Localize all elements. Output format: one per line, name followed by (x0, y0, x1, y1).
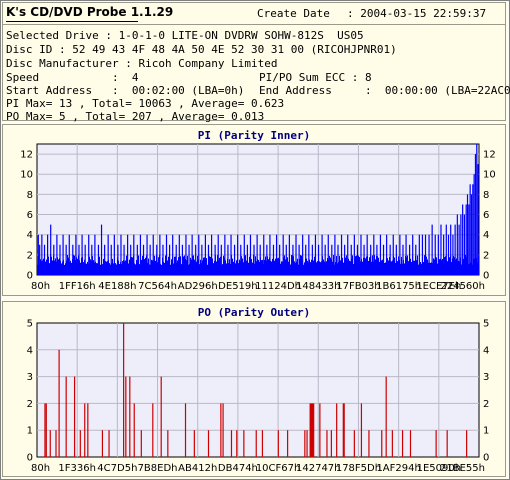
po-x-tick: AB412h (178, 463, 217, 474)
po-y-tick-right: 1 (483, 426, 489, 437)
selected-drive-row: Selected Drive : 1-0-1-0 LITE-ON DVDRW S… (6, 29, 364, 42)
po-x-tick: 1E5090h (417, 463, 461, 474)
pi-chart-panel: PI (Parity Inner) 0 0 2 2 4 4 6 6 8 8 10 10 12 12 80h 1… (2, 124, 506, 296)
pi-y-tick-right: 12 (483, 150, 496, 161)
pi-x-tick: 1FF16h (59, 281, 96, 292)
pi-x-tick: 1ECE7Eh (416, 281, 461, 292)
pi-y-tick-left: 12 (20, 150, 33, 161)
pi-x-tick: 224560h (440, 281, 485, 292)
pi-y-tick-left: 0 (27, 271, 33, 282)
po-y-tick-right: 3 (483, 372, 489, 383)
title-underline (6, 21, 138, 22)
pi-y-tick-left: 8 (27, 190, 33, 201)
pi-x-tick: 80h (31, 281, 50, 292)
po-x-tick: 10CF67h (256, 463, 301, 474)
po-x-tick: 142747h (296, 463, 341, 474)
ecc-sum-row: PI/PO Sum ECC : 8 (259, 71, 372, 84)
end-address-row: End Address : 00:00:00 (LBA=22AC00h) (259, 84, 510, 97)
pi-y-tick-right: 10 (483, 170, 496, 181)
pi-x-tick: 148433h (296, 281, 341, 292)
create-date-label: Create Date (257, 7, 330, 20)
start-address-row: Start Address : 00:02:00 (LBA=0h) (6, 84, 245, 97)
po-x-tick: DB474h (218, 463, 258, 474)
speed-row: Speed : 4 (6, 71, 139, 84)
po-y-tick-left: 3 (27, 372, 33, 383)
pi-y-tick-left: 2 (27, 250, 33, 261)
app-title: K's CD/DVD Probe 1.1.29 (6, 5, 174, 19)
po-y-tick-right: 5 (483, 319, 489, 330)
pi-y-tick-left: 10 (20, 170, 33, 181)
po-x-tick: 1F336h (58, 463, 96, 474)
po-y-tick-left: 1 (27, 426, 33, 437)
disc-id-row: Disc ID : 52 49 43 4F 48 4A 50 4E 52 30 … (6, 43, 397, 56)
po-chart: 0 0 1 1 2 2 3 3 4 4 5 5 80h 1F336h 4C7D5h 7B8EDh AB412h D… (27, 319, 490, 475)
pi-y-tick-right: 2 (483, 250, 489, 261)
po-x-tick: 7B8EDh (138, 463, 178, 474)
po-x-tick: 21BE55h (440, 463, 485, 474)
pi-x-tick: 17FB03h (336, 281, 380, 292)
pi-y-tick-right: 0 (483, 271, 489, 282)
pi-x-tick: AD296h (178, 281, 218, 292)
pi-chart: 0 0 2 2 4 4 6 6 8 8 10 10 12 12 80h 1FF16h 4E188h 7C564h A… (20, 143, 496, 292)
po-y-tick-right: 0 (483, 453, 489, 464)
po-y-tick-right: 4 (483, 345, 489, 356)
pi-stats-row: PI Max= 13 , Total= 10063 , Average= 0.6… (6, 97, 285, 110)
pi-x-tick: 11124Dh (255, 281, 301, 292)
po-y-tick-left: 0 (27, 453, 33, 464)
pi-y-tick-right: 6 (483, 210, 489, 221)
pi-x-tick: DE519h (218, 281, 257, 292)
pi-x-tick: 7C564h (138, 281, 177, 292)
create-date-value: : 2004-03-15 22:59:37 (347, 7, 487, 20)
po-x-tick: 1AF294h (376, 463, 420, 474)
pi-x-tick: 4E188h (98, 281, 136, 292)
po-y-tick-right: 2 (483, 399, 489, 410)
po-y-tick-left: 5 (27, 319, 33, 330)
disc-info-panel: K's CD/DVD Probe 1.1.29 Create Date : 20… (2, 2, 510, 123)
po-y-tick-left: 2 (27, 399, 33, 410)
pi-chart-title: PI (Parity Inner) (197, 129, 311, 142)
pi-y-tick-left: 6 (27, 210, 33, 221)
po-x-tick: 80h (31, 463, 50, 474)
info-separator (3, 24, 505, 25)
po-y-tick-left: 4 (27, 345, 33, 356)
po-x-tick: 178F5Dh (336, 463, 381, 474)
pi-x-tick: 1B6175h (376, 281, 421, 292)
pi-y-tick-right: 8 (483, 190, 489, 201)
po-stats-row: PO Max= 5 , Total= 207 , Average= 0.013 (6, 110, 265, 123)
po-chart-panel: PO (Parity Outer) 0 0 1 1 2 2 3 3 4 4 5 5 80h 1F336h 4… (2, 301, 506, 477)
disc-manufacturer-row: Disc Manufacturer : Ricoh Company Limite… (6, 57, 278, 70)
po-plot-area (36, 322, 480, 458)
pi-y-tick-left: 4 (27, 230, 33, 241)
po-x-tick: 4C7D5h (97, 463, 137, 474)
pi-y-tick-right: 4 (483, 230, 489, 241)
po-chart-title: PO (Parity Outer) (197, 306, 311, 319)
